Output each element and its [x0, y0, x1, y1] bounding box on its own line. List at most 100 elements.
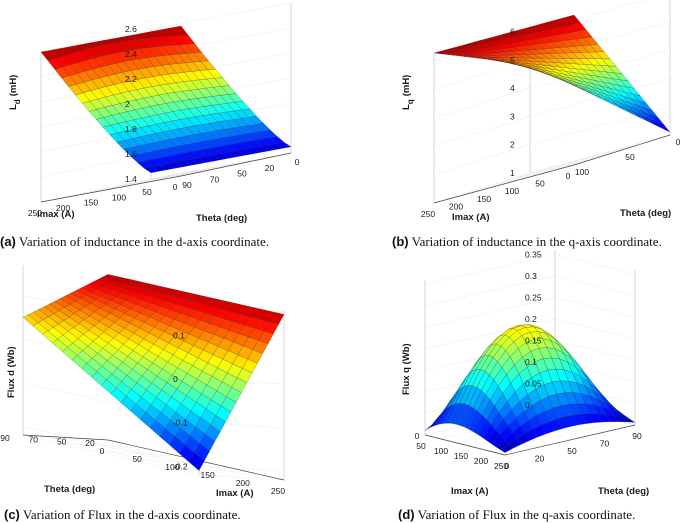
grid-line [461, 165, 559, 196]
panel-d-surface [424, 324, 636, 453]
y-tick-label: 70 [29, 435, 39, 445]
panel-b-zlabel: Lq (mH) [401, 75, 415, 110]
panel-b-ticks: 250 200 150 100 50 0 100 50 0 1 2 3 4 5 6 [421, 27, 681, 220]
x-tick-label: 150 [454, 451, 468, 461]
surface-patch [656, 121, 671, 133]
surface-patch [172, 25, 189, 36]
panel-d-ylabel: Theta (deg) [598, 486, 649, 497]
z-tick-label: 0.05 [525, 379, 542, 389]
panel-c-chart: 250 200 150 100 50 0 20 50 70 90 -0.2 -0.1 0 0.1 Imax… [0, 265, 285, 499]
z-tick-label: 5 [510, 55, 515, 65]
x-tick-label: 100 [434, 446, 448, 456]
x-tick-label: 100 [505, 186, 519, 196]
x-tick-label: 100 [112, 192, 126, 202]
grid-line [489, 157, 587, 189]
z-tick-label: 0 [173, 374, 178, 384]
z-tick-label: 2.4 [125, 49, 137, 59]
grid-line [457, 157, 599, 196]
caption-d: (d) Variation of Flux in the q-axis coor… [398, 507, 635, 523]
panel-c-ticks: 250 200 150 100 50 0 20 50 70 90 -0.2 -0.1 0 0.1 [0, 331, 285, 497]
z-tick-label: 1.6 [125, 149, 137, 159]
panel-d-xlabel: Imax (A) [451, 486, 488, 497]
x-tick-label: 0 [566, 171, 571, 181]
x-tick-label: 0 [100, 446, 105, 456]
panel-b-surface [433, 14, 671, 133]
z-tick-label: 2.6 [125, 24, 137, 34]
x-tick-label: 100 [165, 462, 179, 472]
x-tick-label: 50 [142, 187, 152, 197]
svg-text:Ld(mH): Ld (mH) [8, 75, 22, 110]
panel-c-xlabel: Imax (A) [216, 488, 253, 499]
y-tick-label: 20 [265, 163, 275, 173]
panel-a-surface [40, 25, 292, 173]
grid-line [44, 436, 221, 477]
y-axis-line [22, 434, 109, 441]
grid-line [433, 106, 671, 175]
y-tick-label: 50 [567, 446, 577, 456]
panel-d-chart: 50 100 150 200 25002050709000.050.10.150.20.… [401, 249, 649, 497]
x-zero-tick-label: 0 [415, 431, 420, 441]
y-tick-label: 90 [632, 431, 642, 441]
z-tick-label: 2 [510, 140, 515, 150]
x-tick-label: 200 [236, 478, 250, 488]
x-tick-label: 150 [84, 198, 98, 208]
x-tick-label: 50 [132, 454, 142, 464]
z-tick-label: -0.1 [173, 418, 188, 428]
caption-c-letter: (c) [4, 507, 20, 522]
x-tick-label: 150 [477, 194, 491, 204]
x-axis-line [40, 175, 182, 203]
panel-b-zlabel-unit: (mH) [401, 75, 412, 97]
grid-line [545, 142, 643, 173]
x-tick-label: 200 [56, 203, 70, 213]
panel-d-ticks: 50 100 150 200 25002050709000.050.10.150.20.… [415, 249, 642, 471]
x-tick-label: 250 [421, 209, 435, 219]
y-tick-label: 90 [0, 433, 10, 443]
panel-b-zlabel-sub: q [406, 99, 415, 104]
grid-line [163, 466, 249, 473]
y-tick-label: 50 [625, 152, 635, 162]
panel-b-chart: 250 200 150 100 50 0 100 50 0 1 2 3 4 5 6 Imax (A) The… [401, 0, 681, 223]
y-tick-label: 0 [676, 137, 681, 147]
x-tick-label: 250 [28, 208, 42, 218]
surface-patch [500, 443, 514, 453]
x-tick-label: 250 [494, 461, 508, 471]
surface-patch [565, 14, 581, 25]
caption-d-letter: (d) [398, 507, 415, 522]
caption-a-letter: (a) [0, 234, 16, 249]
caption-a: (a) Variation of inductance in the d-axi… [0, 234, 269, 250]
caption-c-text: Variation of Flux in the d-axis coordina… [22, 507, 241, 522]
y-tick-label: 0 [505, 461, 510, 471]
y-tick-label: 70 [600, 439, 610, 449]
z-tick-label: 0.25 [525, 292, 542, 302]
grid-line [22, 434, 200, 476]
z-tick-label: 0.15 [525, 335, 542, 345]
panel-a-zlabel-main: L [8, 104, 19, 110]
x-tick-label: 150 [201, 470, 215, 480]
panel-d-zlabel: Flux q (Wb) [401, 343, 412, 395]
z-tick-label: 1.4 [125, 174, 137, 184]
z-tick-label: 0.2 [525, 314, 537, 324]
y-tick-label: 20 [85, 438, 95, 448]
grid-line [93, 450, 179, 457]
caption-c: (c) Variation of Flux in the d-axis coor… [4, 507, 241, 523]
x-tick-label: 200 [449, 201, 463, 211]
panel-a-ylabel: Theta (deg) [196, 213, 247, 224]
z-tick-label: 0.1 [173, 331, 185, 341]
panel-b-zlabel-main: L [401, 104, 412, 110]
caption-b-text: Variation of inductance in the q-axis co… [411, 234, 662, 249]
grid-line [65, 437, 242, 478]
panel-a-zlabel: Ld (mH) [8, 75, 22, 110]
caption-b: (b) Variation of inductance in the q-axi… [392, 234, 662, 250]
surface-patch [102, 274, 119, 280]
x-tick-label: 250 [271, 486, 285, 496]
z-tick-label: 2.2 [125, 74, 137, 84]
grid-line [505, 142, 647, 181]
z-tick-label: 0.1 [525, 357, 537, 367]
y-tick-label: 50 [237, 169, 247, 179]
z-tick-label: 0.3 [525, 271, 537, 281]
z-tick-label: 3 [510, 111, 515, 121]
grid-line [22, 426, 285, 472]
panel-b-xlabel: Imax (A) [452, 212, 489, 223]
